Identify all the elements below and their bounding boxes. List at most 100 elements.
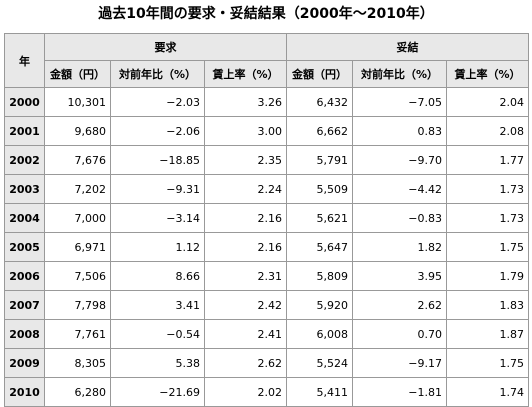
column-header: 対前年比（%） bbox=[352, 60, 448, 88]
demand-amount-cell: 6,971 bbox=[44, 232, 111, 262]
year-cell: 2002 bbox=[4, 145, 45, 175]
settlement-yoy-cell: −7.05 bbox=[352, 87, 448, 117]
settlement-yoy-cell: −0.83 bbox=[352, 203, 448, 233]
settlement-raise-rate-cell: 2.04 bbox=[446, 87, 530, 117]
settlement-amount-cell: 5,647 bbox=[286, 232, 354, 262]
settlement-amount-cell: 5,509 bbox=[286, 174, 354, 204]
settlement-raise-rate-cell: 1.79 bbox=[446, 261, 530, 291]
settlement-raise-rate-cell: 1.83 bbox=[446, 290, 530, 320]
settlement-amount-cell: 6,008 bbox=[286, 319, 354, 349]
demand-raise-rate-cell: 2.16 bbox=[203, 232, 288, 262]
column-header: 金額（円） bbox=[44, 60, 111, 88]
year-cell: 2000 bbox=[4, 87, 45, 117]
demand-amount-cell: 7,761 bbox=[44, 319, 111, 349]
demand-yoy-cell: −0.54 bbox=[110, 319, 205, 349]
demand-amount-cell: 9,680 bbox=[44, 116, 111, 146]
settlement-raise-rate-cell: 1.77 bbox=[446, 145, 530, 175]
year-column-header: 年 bbox=[4, 33, 45, 88]
year-cell: 2003 bbox=[4, 174, 45, 204]
wage-results-table: 年 要求 妥結 金額（円） 対前年比（%） 賃上率（%） 金額（円） 対前年比（… bbox=[4, 33, 530, 407]
settlement-yoy-cell: 1.82 bbox=[352, 232, 448, 262]
demand-yoy-cell: 5.38 bbox=[110, 348, 205, 378]
column-header-row: 金額（円） 対前年比（%） 賃上率（%） 金額（円） 対前年比（%） 賃上率（%… bbox=[5, 60, 530, 88]
demand-raise-rate-cell: 3.00 bbox=[203, 116, 288, 146]
year-cell: 2005 bbox=[4, 232, 45, 262]
group-header-demand: 要求 bbox=[43, 33, 288, 61]
settlement-raise-rate-cell: 1.73 bbox=[446, 174, 530, 204]
demand-amount-cell: 7,202 bbox=[44, 174, 111, 204]
column-header: 金額（円） bbox=[286, 60, 354, 88]
page-title: 過去10年間の要求・妥結結果（2000年～2010年） bbox=[98, 6, 434, 22]
demand-raise-rate-cell: 2.35 bbox=[203, 145, 288, 175]
settlement-amount-cell: 5,791 bbox=[286, 145, 354, 175]
settlement-yoy-cell: −9.17 bbox=[352, 348, 448, 378]
table-row: 2007 7,798 3.41 2.42 5,920 2.62 1.83 bbox=[4, 290, 530, 320]
demand-raise-rate-cell: 2.02 bbox=[203, 377, 288, 407]
table-row: 2006 7,506 8.66 2.31 5,809 3.95 1.79 bbox=[4, 261, 530, 291]
settlement-yoy-cell: −1.81 bbox=[352, 377, 448, 407]
settlement-yoy-cell: 2.62 bbox=[352, 290, 448, 320]
demand-amount-cell: 7,506 bbox=[44, 261, 111, 291]
demand-yoy-cell: 8.66 bbox=[110, 261, 205, 291]
demand-raise-rate-cell: 2.31 bbox=[203, 261, 288, 291]
table-row: 2003 7,202 −9.31 2.24 5,509 −4.42 1.73 bbox=[4, 174, 530, 204]
table-row: 2004 7,000 −3.14 2.16 5,621 −0.83 1.73 bbox=[4, 203, 530, 233]
settlement-amount-cell: 5,524 bbox=[286, 348, 354, 378]
demand-amount-cell: 7,798 bbox=[44, 290, 111, 320]
demand-amount-cell: 8,305 bbox=[44, 348, 111, 378]
demand-yoy-cell: 1.12 bbox=[110, 232, 205, 262]
demand-raise-rate-cell: 2.24 bbox=[203, 174, 288, 204]
settlement-amount-cell: 5,411 bbox=[286, 377, 354, 407]
demand-yoy-cell: −3.14 bbox=[110, 203, 205, 233]
settlement-amount-cell: 6,432 bbox=[286, 87, 354, 117]
settlement-yoy-cell: 0.70 bbox=[352, 319, 448, 349]
settlement-raise-rate-cell: 1.73 bbox=[446, 203, 530, 233]
year-cell: 2006 bbox=[4, 261, 45, 291]
table-row: 2009 8,305 5.38 2.62 5,524 −9.17 1.75 bbox=[4, 348, 530, 378]
year-cell: 2008 bbox=[4, 319, 45, 349]
settlement-raise-rate-cell: 1.75 bbox=[446, 348, 530, 378]
demand-amount-cell: 7,676 bbox=[44, 145, 111, 175]
demand-yoy-cell: −18.85 bbox=[110, 145, 205, 175]
table-row: 2002 7,676 −18.85 2.35 5,791 −9.70 1.77 bbox=[4, 145, 530, 175]
settlement-amount-cell: 5,920 bbox=[286, 290, 354, 320]
year-cell: 2010 bbox=[4, 377, 45, 407]
year-cell: 2009 bbox=[4, 348, 45, 378]
settlement-amount-cell: 6,662 bbox=[286, 116, 354, 146]
settlement-yoy-cell: −9.70 bbox=[352, 145, 448, 175]
demand-raise-rate-cell: 2.62 bbox=[203, 348, 288, 378]
table-row: 2008 7,761 −0.54 2.41 6,008 0.70 1.87 bbox=[4, 319, 530, 349]
table-row: 2010 6,280 −21.69 2.02 5,411 −1.81 1.74 bbox=[4, 377, 530, 407]
settlement-yoy-cell: 0.83 bbox=[352, 116, 448, 146]
column-header: 対前年比（%） bbox=[110, 60, 205, 88]
year-cell: 2004 bbox=[4, 203, 45, 233]
demand-raise-rate-cell: 2.41 bbox=[203, 319, 288, 349]
settlement-raise-rate-cell: 1.75 bbox=[446, 232, 530, 262]
group-header-row: 年 要求 妥結 bbox=[4, 33, 530, 88]
column-header: 賃上率（%） bbox=[203, 60, 288, 88]
table-row: 2000 10,301 −2.03 3.26 6,432 −7.05 2.04 bbox=[4, 87, 530, 117]
table-row: 2001 9,680 −2.06 3.00 6,662 0.83 2.08 bbox=[4, 116, 530, 146]
year-cell: 2007 bbox=[4, 290, 45, 320]
settlement-raise-rate-cell: 1.87 bbox=[446, 319, 530, 349]
column-header: 賃上率（%） bbox=[446, 60, 530, 88]
demand-yoy-cell: −9.31 bbox=[110, 174, 205, 204]
demand-yoy-cell: 3.41 bbox=[110, 290, 205, 320]
table-body: 2000 10,301 −2.03 3.26 6,432 −7.05 2.04 2001 9,6… bbox=[4, 87, 530, 407]
demand-raise-rate-cell: 2.16 bbox=[203, 203, 288, 233]
settlement-yoy-cell: 3.95 bbox=[352, 261, 448, 291]
table-row: 2005 6,971 1.12 2.16 5,647 1.82 1.75 bbox=[4, 232, 530, 262]
demand-yoy-cell: −2.03 bbox=[110, 87, 205, 117]
settlement-raise-rate-cell: 2.08 bbox=[446, 116, 530, 146]
demand-amount-cell: 10,301 bbox=[44, 87, 111, 117]
settlement-yoy-cell: −4.42 bbox=[352, 174, 448, 204]
demand-raise-rate-cell: 3.26 bbox=[203, 87, 288, 117]
settlement-amount-cell: 5,809 bbox=[286, 261, 354, 291]
demand-amount-cell: 7,000 bbox=[44, 203, 111, 233]
settlement-amount-cell: 5,621 bbox=[286, 203, 354, 233]
demand-yoy-cell: −2.06 bbox=[110, 116, 205, 146]
demand-raise-rate-cell: 2.42 bbox=[203, 290, 288, 320]
group-header-settlement: 妥結 bbox=[286, 33, 530, 61]
settlement-raise-rate-cell: 1.74 bbox=[446, 377, 530, 407]
demand-amount-cell: 6,280 bbox=[44, 377, 111, 407]
